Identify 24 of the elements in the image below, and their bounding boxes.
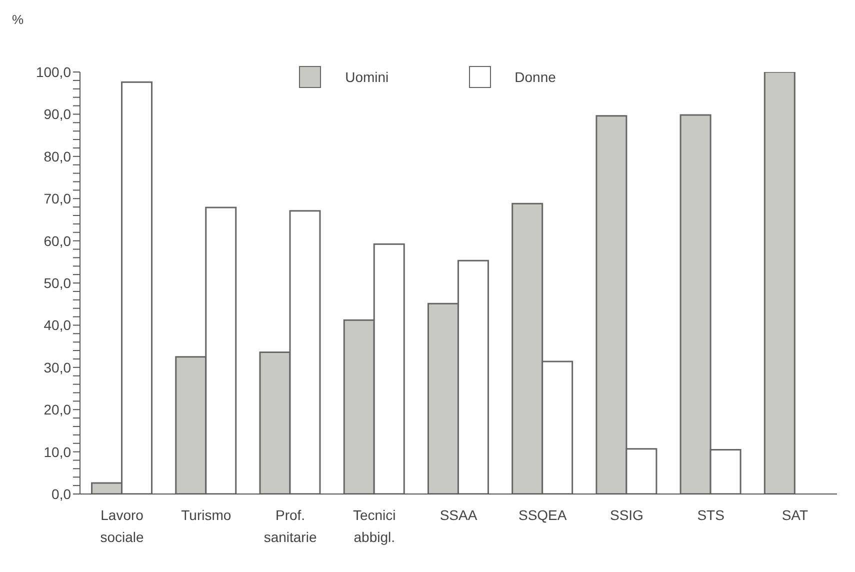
y-tick-label: 30,0 [44,359,72,376]
x-tick-label: SAT [782,507,808,523]
y-tick-label: 20,0 [44,402,72,418]
y-tick-label: 0,0 [52,486,72,502]
x-tick-label: STS [697,507,724,523]
x-tick-label: SSAA [440,507,478,523]
y-tick-label: 90,0 [44,106,72,122]
bar [764,72,796,494]
x-tick-label: SSQEA [518,507,568,523]
x-tick-label: Lavoro sociale [100,507,144,545]
y-tick-label: 50,0 [44,274,72,291]
y-tick-label: 40,0 [44,317,72,334]
y-tick-label: 100,0 [36,64,72,80]
y-tick-label: 60,0 [44,232,72,249]
y-tick-label: 80,0 [44,148,72,164]
x-tick-label: SSIG [610,507,644,523]
x-tick-label: Turismo [181,507,232,523]
x-tick-label: Prof. sanitarie [264,507,317,545]
y-tick-label: 70,0 [44,190,72,207]
x-tick-label: Tecnici abbigl. [352,507,396,545]
y-axis-title: % [12,12,24,27]
y-tick-label: 10,0 [44,444,72,460]
legend-label: Donne [514,69,556,85]
legend-label: Uomini [345,69,389,85]
